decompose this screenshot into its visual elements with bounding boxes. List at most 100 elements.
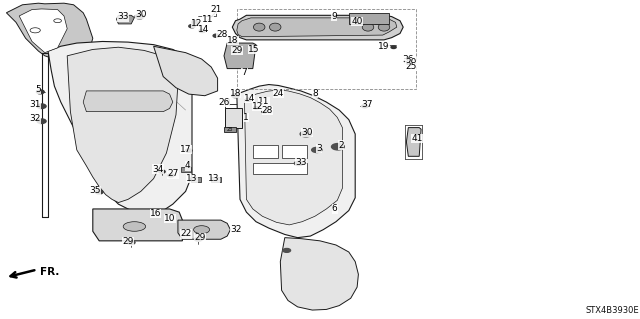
Text: 29: 29 — [231, 46, 243, 55]
Polygon shape — [237, 18, 397, 37]
Circle shape — [374, 20, 381, 24]
Text: 10: 10 — [164, 214, 175, 223]
Circle shape — [95, 190, 103, 194]
Circle shape — [192, 21, 198, 24]
Circle shape — [213, 34, 220, 37]
Polygon shape — [282, 145, 307, 158]
Text: 30: 30 — [301, 128, 313, 137]
Bar — [237, 9, 416, 89]
Polygon shape — [19, 9, 67, 53]
Text: 34: 34 — [152, 165, 164, 174]
Circle shape — [404, 60, 412, 63]
Circle shape — [294, 161, 303, 166]
Text: STX4B3930E: STX4B3930E — [585, 306, 639, 315]
Text: 35: 35 — [89, 186, 100, 195]
Text: 32: 32 — [29, 115, 41, 123]
Polygon shape — [116, 15, 134, 24]
Circle shape — [189, 25, 195, 28]
Circle shape — [253, 107, 259, 109]
Circle shape — [262, 110, 267, 113]
Text: 1: 1 — [243, 113, 248, 122]
Ellipse shape — [123, 222, 146, 231]
Polygon shape — [93, 209, 182, 241]
Circle shape — [37, 104, 46, 108]
Text: 3: 3 — [316, 144, 321, 153]
Ellipse shape — [378, 23, 390, 31]
Text: 12: 12 — [191, 19, 202, 28]
Text: 21: 21 — [210, 5, 221, 14]
Text: 14: 14 — [198, 25, 209, 34]
Polygon shape — [224, 127, 236, 132]
Text: 37: 37 — [361, 100, 372, 109]
Polygon shape — [349, 13, 389, 24]
Circle shape — [312, 147, 322, 152]
Circle shape — [199, 29, 205, 33]
Ellipse shape — [269, 23, 281, 31]
Polygon shape — [253, 145, 278, 158]
Circle shape — [54, 19, 61, 23]
Polygon shape — [178, 220, 230, 239]
Text: 11: 11 — [258, 97, 269, 106]
Text: 2: 2 — [339, 141, 344, 150]
Polygon shape — [244, 90, 342, 225]
Circle shape — [159, 170, 165, 173]
Text: 31: 31 — [29, 100, 41, 109]
Text: 40: 40 — [351, 17, 363, 26]
Circle shape — [195, 237, 202, 241]
Text: 15: 15 — [248, 45, 260, 54]
Text: 33: 33 — [117, 12, 129, 21]
Circle shape — [391, 46, 396, 48]
Text: 7: 7 — [242, 68, 247, 77]
Polygon shape — [280, 238, 358, 310]
Text: 36: 36 — [403, 55, 414, 63]
Circle shape — [230, 41, 237, 44]
Polygon shape — [406, 128, 421, 156]
Text: 9: 9 — [332, 12, 337, 21]
Polygon shape — [83, 91, 173, 112]
Polygon shape — [48, 41, 192, 214]
Circle shape — [232, 94, 239, 98]
Circle shape — [362, 105, 368, 108]
Text: 25: 25 — [405, 62, 417, 71]
Text: 26: 26 — [218, 98, 230, 107]
Text: 5: 5 — [36, 85, 41, 94]
Circle shape — [135, 14, 144, 19]
Text: 18: 18 — [230, 89, 241, 98]
Circle shape — [300, 131, 312, 137]
Polygon shape — [232, 15, 403, 40]
Text: 28: 28 — [262, 106, 273, 115]
Polygon shape — [211, 177, 221, 182]
Text: 11: 11 — [202, 15, 214, 24]
Circle shape — [168, 174, 174, 177]
Text: 28: 28 — [216, 30, 228, 39]
Polygon shape — [191, 177, 201, 182]
Circle shape — [259, 102, 264, 105]
Polygon shape — [237, 85, 355, 238]
Text: 18: 18 — [227, 36, 239, 45]
Text: 33: 33 — [295, 158, 307, 167]
Text: 4: 4 — [185, 161, 190, 170]
Text: 23: 23 — [227, 127, 233, 132]
Polygon shape — [154, 46, 218, 96]
Circle shape — [186, 149, 192, 152]
Text: 13: 13 — [186, 174, 198, 183]
Circle shape — [360, 15, 376, 22]
Text: 29: 29 — [122, 237, 134, 246]
Circle shape — [283, 249, 291, 252]
Polygon shape — [181, 167, 191, 172]
Text: 24: 24 — [273, 89, 284, 98]
Circle shape — [37, 119, 46, 123]
Text: 30: 30 — [135, 10, 147, 19]
Polygon shape — [225, 108, 242, 128]
Text: 32: 32 — [230, 225, 241, 234]
Ellipse shape — [362, 23, 374, 31]
Text: 12: 12 — [252, 102, 264, 111]
Circle shape — [127, 241, 135, 244]
Text: 13: 13 — [208, 174, 220, 183]
Polygon shape — [224, 43, 256, 69]
Polygon shape — [67, 47, 178, 203]
Ellipse shape — [193, 226, 210, 234]
Circle shape — [30, 28, 40, 33]
Circle shape — [246, 99, 251, 101]
Polygon shape — [253, 163, 307, 174]
